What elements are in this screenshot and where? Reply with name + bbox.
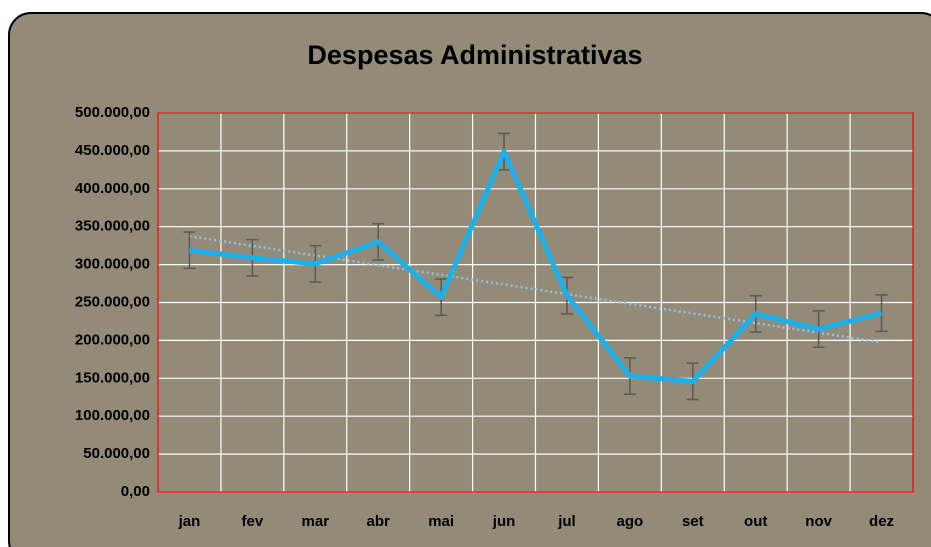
chart-background: [8, 12, 931, 547]
x-tick-label: jan: [178, 513, 201, 530]
line-series: [189, 149, 883, 384]
x-tick-label: jun: [492, 513, 516, 530]
x-tick-label: out: [744, 513, 767, 530]
y-tick-label: 150.000,00: [75, 369, 150, 386]
y-tick-label: 500.000,00: [75, 104, 150, 121]
plot-border: [157, 112, 914, 493]
y-tick-label: 450.000,00: [75, 142, 150, 159]
x-tick-label: ago: [617, 513, 644, 530]
y-tick-label: 400.000,00: [75, 180, 150, 197]
x-tick-label: set: [682, 513, 704, 530]
trendline: [189, 234, 882, 344]
y-tick-label: 300.000,00: [75, 256, 150, 273]
y-tick-label: 350.000,00: [75, 218, 150, 235]
x-tick-label: mai: [428, 513, 454, 530]
x-tick-label: abr: [367, 513, 391, 530]
x-tick-label: nov: [805, 513, 832, 530]
x-tick-label: fev: [242, 513, 264, 530]
x-tick-label: dez: [869, 513, 894, 530]
y-tick-label: 100.000,00: [75, 407, 150, 424]
y-tick-label: 50.000,00: [83, 445, 150, 462]
x-tick-label: jul: [557, 513, 576, 530]
y-tick-label: 200.000,00: [75, 331, 150, 348]
x-tick-label: mar: [302, 513, 330, 530]
chart-title: Despesas Administrativas: [307, 40, 642, 70]
y-tick-label: 250.000,00: [75, 293, 150, 310]
y-tick-label: 0,00: [121, 483, 150, 500]
